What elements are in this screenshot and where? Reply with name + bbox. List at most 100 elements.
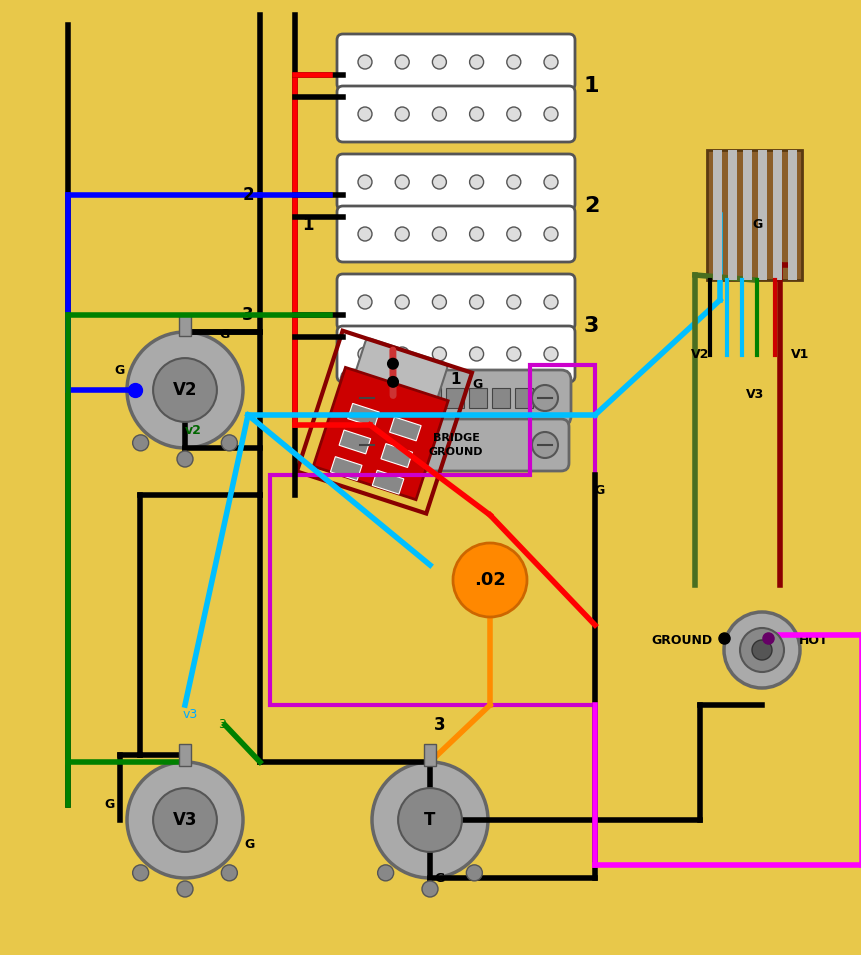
Text: 1: 1: [450, 372, 461, 388]
Bar: [376, 388, 394, 408]
Bar: [445, 388, 463, 408]
Circle shape: [354, 385, 380, 411]
FancyBboxPatch shape: [337, 34, 574, 90]
Text: V1: V1: [790, 349, 808, 362]
Circle shape: [432, 347, 446, 361]
Circle shape: [469, 55, 483, 69]
Circle shape: [469, 347, 483, 361]
Circle shape: [469, 295, 483, 309]
Circle shape: [354, 432, 380, 458]
Bar: [787, 150, 796, 280]
Circle shape: [506, 347, 520, 361]
Circle shape: [221, 865, 237, 881]
Circle shape: [377, 865, 393, 881]
Circle shape: [432, 107, 446, 121]
Text: T: T: [424, 811, 435, 829]
Bar: [713, 150, 722, 280]
Text: GROUND: GROUND: [428, 447, 483, 457]
Circle shape: [394, 175, 409, 189]
Circle shape: [531, 432, 557, 458]
Circle shape: [153, 788, 217, 852]
Text: V3: V3: [172, 811, 197, 829]
Circle shape: [432, 175, 446, 189]
Text: v3: v3: [183, 709, 197, 721]
Bar: [772, 150, 781, 280]
Text: 2: 2: [242, 186, 253, 204]
Circle shape: [372, 762, 487, 878]
FancyBboxPatch shape: [337, 86, 574, 142]
Text: GROUND: GROUND: [651, 633, 712, 647]
Text: BRIDGE: BRIDGE: [432, 433, 479, 443]
Text: 1: 1: [302, 216, 313, 234]
Circle shape: [723, 612, 799, 688]
Circle shape: [506, 55, 520, 69]
Circle shape: [531, 385, 557, 411]
Circle shape: [432, 55, 446, 69]
Circle shape: [133, 865, 148, 881]
Bar: [179, 314, 191, 336]
Text: V2: V2: [172, 381, 197, 399]
FancyBboxPatch shape: [337, 154, 574, 210]
Text: 3: 3: [583, 316, 598, 336]
Text: G: G: [752, 219, 762, 231]
Bar: [707, 150, 802, 280]
Circle shape: [543, 175, 557, 189]
Bar: [757, 150, 766, 280]
Bar: [514, 388, 532, 408]
FancyBboxPatch shape: [355, 339, 447, 401]
Circle shape: [469, 175, 483, 189]
FancyBboxPatch shape: [337, 326, 574, 382]
Text: 2: 2: [583, 196, 598, 216]
Bar: [400, 388, 418, 408]
Circle shape: [453, 543, 526, 617]
Bar: [728, 150, 736, 280]
Circle shape: [469, 107, 483, 121]
Text: G: G: [434, 872, 444, 884]
Bar: [179, 744, 191, 766]
Circle shape: [394, 55, 409, 69]
FancyBboxPatch shape: [337, 206, 574, 262]
Text: G: G: [105, 798, 115, 812]
Circle shape: [387, 358, 399, 370]
Bar: [338, 430, 370, 454]
FancyBboxPatch shape: [337, 274, 574, 330]
Bar: [389, 417, 421, 441]
Text: G: G: [473, 378, 482, 392]
Text: G: G: [594, 483, 604, 497]
Circle shape: [357, 295, 372, 309]
Circle shape: [506, 175, 520, 189]
Text: 3: 3: [434, 716, 445, 734]
Text: G: G: [220, 329, 230, 342]
Circle shape: [398, 788, 461, 852]
Text: HOT: HOT: [798, 633, 827, 647]
FancyBboxPatch shape: [343, 419, 568, 471]
FancyBboxPatch shape: [313, 368, 448, 499]
FancyBboxPatch shape: [341, 370, 570, 426]
Text: V3: V3: [745, 389, 763, 401]
Bar: [742, 150, 752, 280]
Circle shape: [739, 628, 784, 672]
Text: 1: 1: [583, 76, 598, 96]
Circle shape: [751, 640, 771, 660]
Circle shape: [543, 227, 557, 241]
Circle shape: [133, 435, 148, 451]
Circle shape: [221, 435, 237, 451]
Bar: [296, 330, 472, 514]
Bar: [372, 470, 403, 494]
Circle shape: [506, 227, 520, 241]
Circle shape: [466, 865, 482, 881]
Circle shape: [469, 227, 483, 241]
Bar: [381, 444, 412, 468]
Text: .02: .02: [474, 571, 505, 589]
Circle shape: [177, 881, 193, 897]
Circle shape: [543, 347, 557, 361]
Circle shape: [543, 295, 557, 309]
Circle shape: [394, 347, 409, 361]
Text: v2: v2: [184, 423, 201, 436]
Circle shape: [153, 358, 217, 422]
Bar: [330, 456, 362, 480]
Circle shape: [543, 107, 557, 121]
Circle shape: [506, 107, 520, 121]
Circle shape: [127, 762, 243, 878]
Bar: [423, 388, 441, 408]
